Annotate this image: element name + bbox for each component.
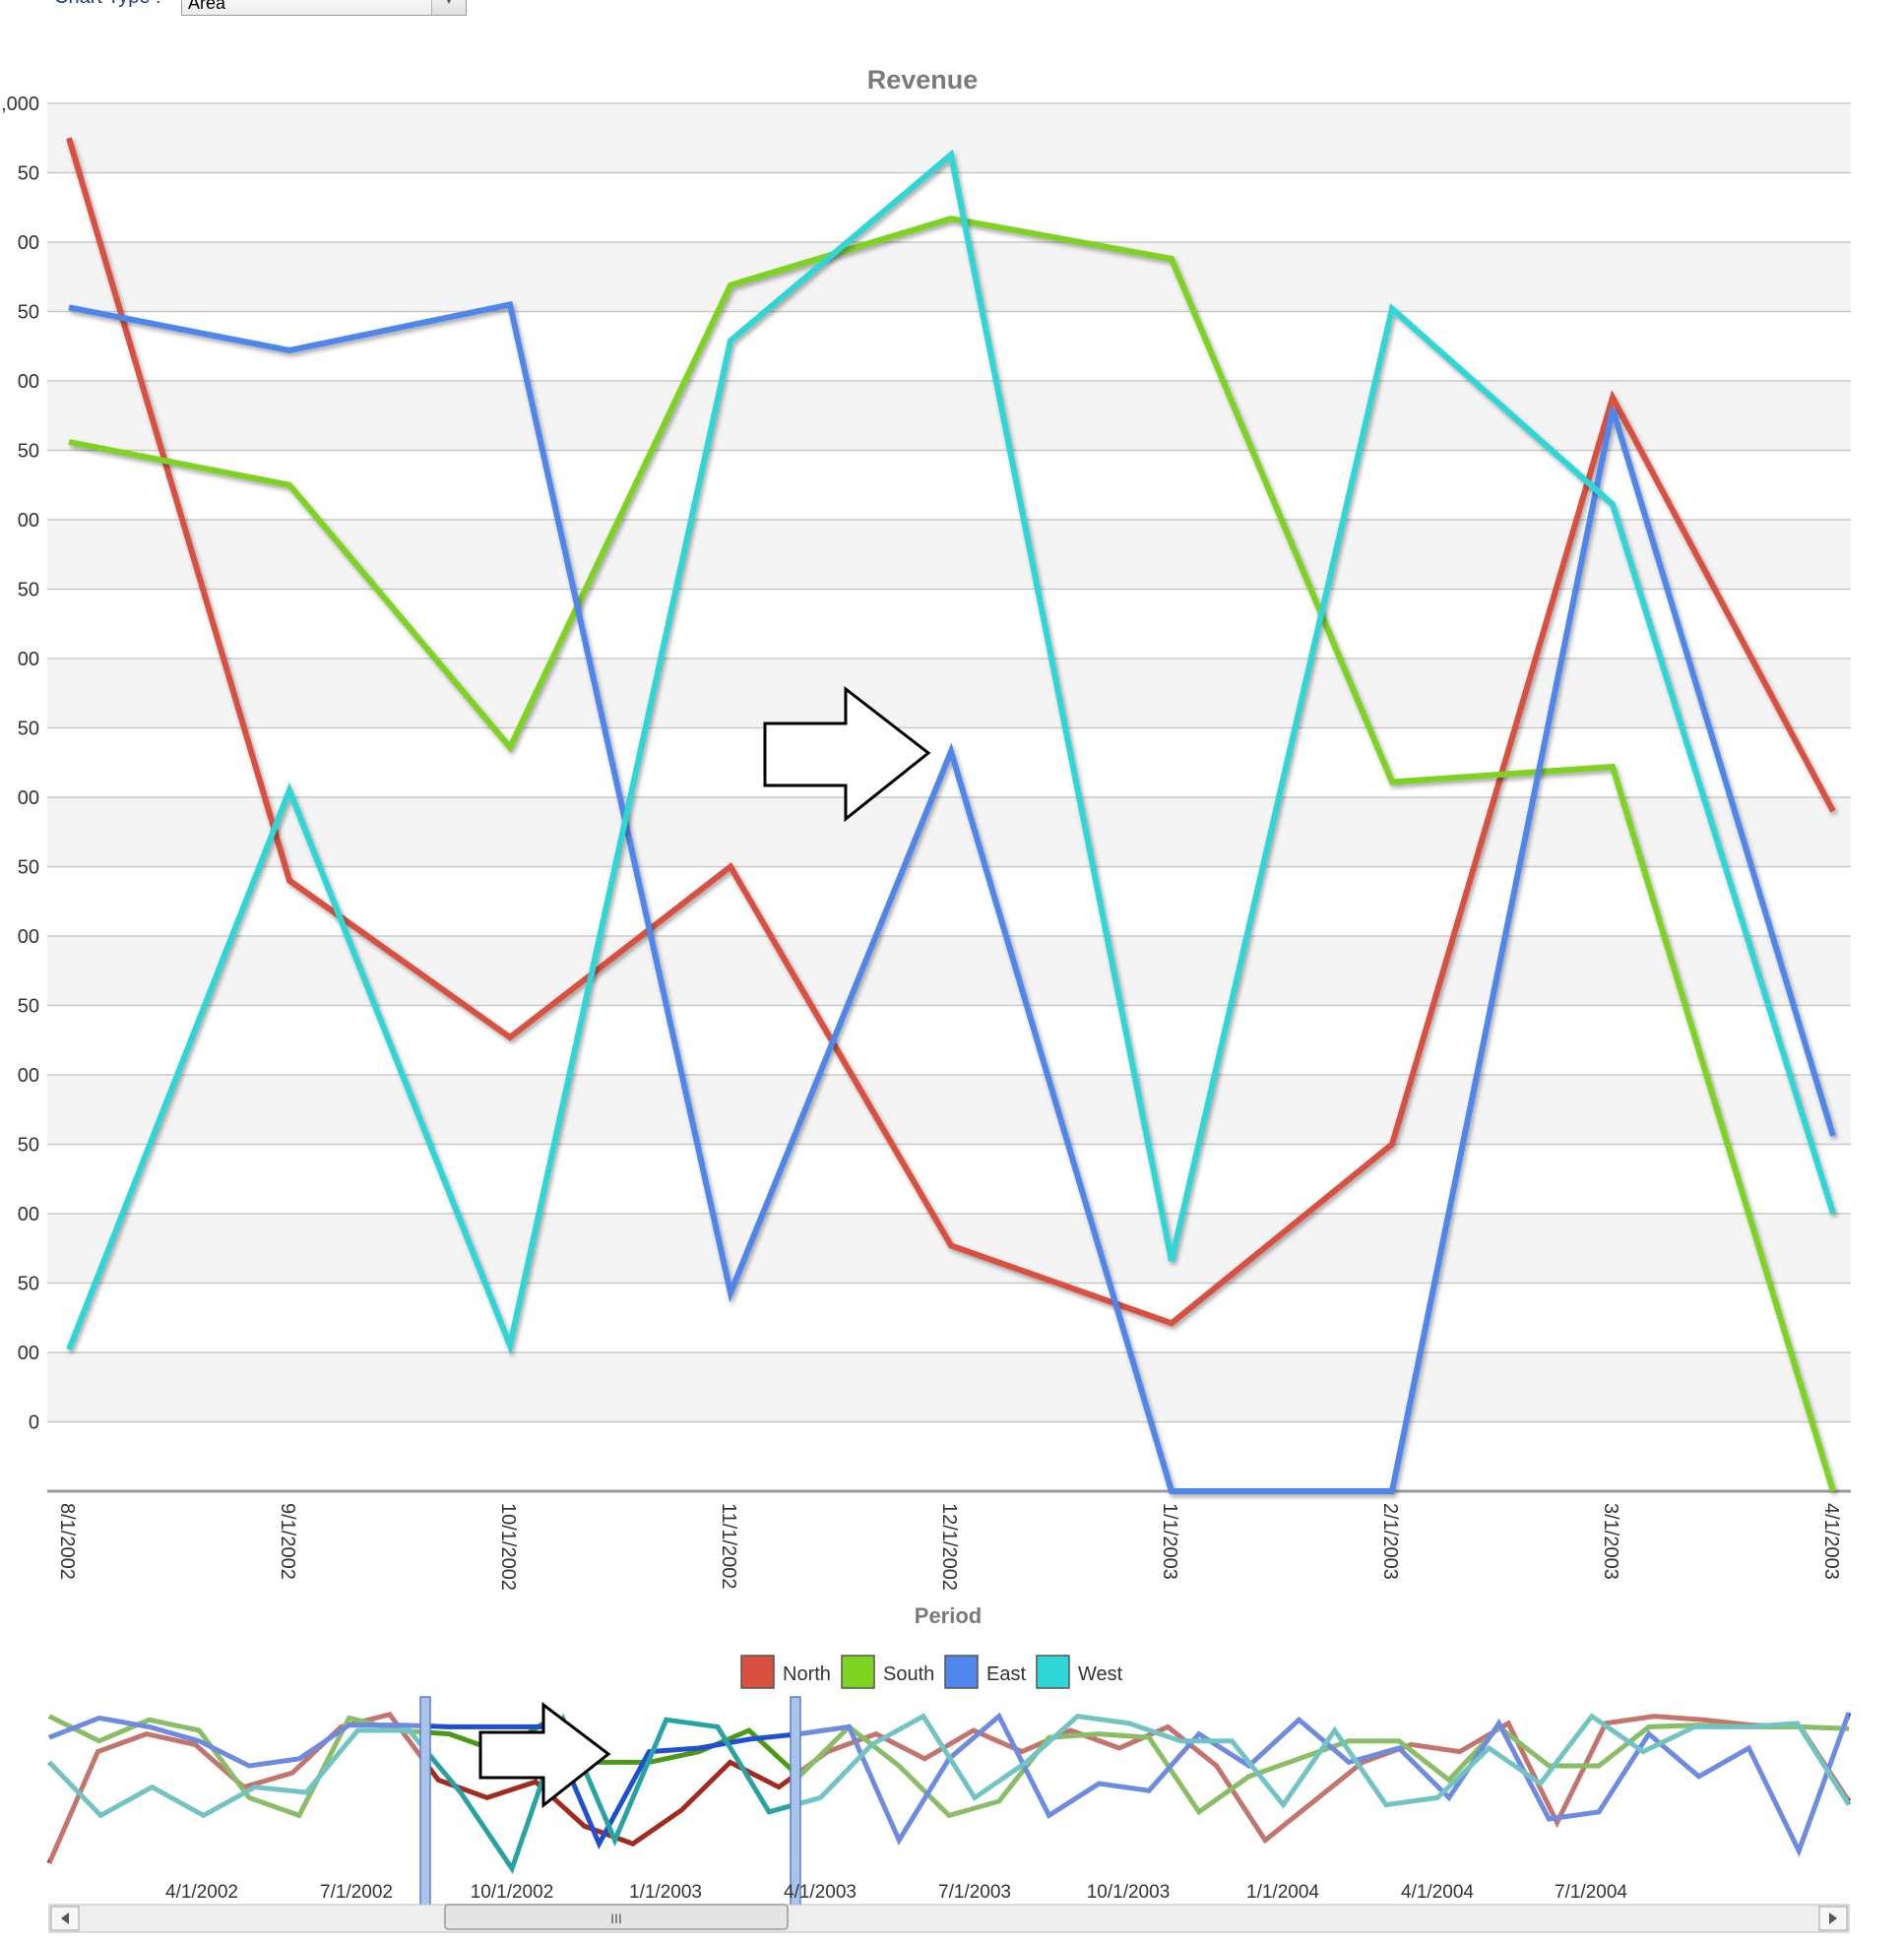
y-tick-label: 50 <box>18 1135 39 1157</box>
legend-label-west: West <box>1078 1663 1123 1685</box>
toolbar: Chart Type : Area ▼ <box>0 0 591 24</box>
range-handle-left[interactable] <box>419 1696 431 1907</box>
scrollbar-thumb[interactable] <box>444 1904 789 1930</box>
legend-swatch-west <box>1036 1655 1070 1689</box>
y-tick-label: 00 <box>18 1343 39 1364</box>
legend: North South East West <box>740 1655 1123 1689</box>
y-tick-label: 50 <box>18 1274 39 1295</box>
x-axis-title: Period <box>915 1603 982 1628</box>
y-tick-label: 50 <box>18 441 39 463</box>
navigator-tick-label: 10/1/2002 <box>471 1882 554 1903</box>
navigator-series-west <box>47 1713 1852 1874</box>
y-tick-label: 00 <box>18 649 39 670</box>
grid-band <box>47 1421 1851 1491</box>
y-tick-label: 50 <box>18 580 39 601</box>
legend-label-east: East <box>986 1663 1026 1685</box>
x-tick-label: 8/1/2002 <box>56 1503 78 1580</box>
navigator-tick-label: 10/1/2003 <box>1087 1882 1171 1903</box>
y-tick-label: 00 <box>18 926 39 948</box>
y-tick-label: 00 <box>18 371 39 393</box>
scrollbar-track[interactable] <box>48 1904 1850 1933</box>
y-tick-label: 50 <box>18 996 39 1018</box>
grid-band <box>47 103 1851 173</box>
y-tick-label: 00 <box>18 232 39 254</box>
chart-type-select[interactable]: Area ▼ <box>181 0 467 16</box>
x-tick-label: 12/1/2002 <box>938 1503 960 1591</box>
grid-band <box>47 1144 1851 1214</box>
scroll-left-icon <box>61 1912 69 1924</box>
y-tick-label: 50 <box>18 857 39 879</box>
grid-band <box>47 1283 1851 1352</box>
main-plot-area <box>47 103 1851 1491</box>
navigator-tick-label: 1/1/2003 <box>629 1882 702 1903</box>
navigator-series-south <box>47 1714 1850 1819</box>
y-tick-label: ,000 <box>1 94 39 115</box>
x-tick-label: 2/1/2003 <box>1379 1503 1401 1580</box>
y-tick-label: 50 <box>18 163 39 185</box>
grid-lines <box>47 102 1851 1493</box>
y-axis-ticks: ,000500050005000500050005000500050005000… <box>1 94 39 1434</box>
range-navigator[interactable]: 4/1/2002 7/1/2002 10/1/2002 1/1/2003 4/1/200… <box>46 1696 1852 1933</box>
legend-label-south: South <box>883 1663 934 1685</box>
grid-band <box>47 172 1851 242</box>
navigator-tick-label: 7/1/2002 <box>320 1882 393 1903</box>
legend-label-north: North <box>783 1663 831 1685</box>
navigator-mask-right <box>795 1701 1849 1902</box>
arrow-annotation-main <box>763 685 931 823</box>
x-tick-label: 11/1/2002 <box>718 1503 739 1590</box>
navigator-tick-label: 7/1/2004 <box>1555 1882 1627 1903</box>
navigator-tick-label: 4/1/2002 <box>165 1882 238 1903</box>
x-tick-label: 10/1/2002 <box>497 1503 519 1591</box>
navigator-tick-label: 4/1/2003 <box>784 1882 857 1903</box>
grid-band <box>47 658 1851 728</box>
arrow-annotation-navigator <box>478 1701 611 1809</box>
grid-band <box>47 797 1851 867</box>
scrollbar-grip-icon: III <box>610 1911 622 1926</box>
x-tick-label: 3/1/2003 <box>1600 1503 1621 1580</box>
navigator-tick-label: 1/1/2004 <box>1246 1882 1319 1903</box>
legend-swatch-south <box>841 1655 875 1689</box>
y-tick-label: 50 <box>18 719 39 740</box>
chart-title: Revenue <box>867 65 979 94</box>
grid-band <box>47 242 1851 312</box>
range-handle-right[interactable] <box>790 1696 801 1907</box>
series-layer <box>66 137 1836 1494</box>
chevron-down-icon[interactable]: ▼ <box>431 0 466 15</box>
navigator-tick-label: 7/1/2003 <box>938 1882 1011 1903</box>
series-line-north <box>66 137 1836 1327</box>
x-tick-label: 4/1/2003 <box>1820 1503 1842 1580</box>
legend-swatch-north <box>740 1655 775 1689</box>
navigator-mask-left <box>49 1701 425 1902</box>
grid-band <box>47 936 1851 1006</box>
series-line-east <box>68 300 1836 1494</box>
series-line-west <box>66 149 1836 1356</box>
y-tick-label: 00 <box>18 1065 39 1087</box>
y-tick-label: 0 <box>29 1412 39 1434</box>
y-tick-label: 50 <box>18 302 39 324</box>
chart-type-label: Chart Type : <box>54 0 161 9</box>
x-tick-label: 9/1/2002 <box>277 1503 298 1580</box>
grid-band <box>47 381 1851 451</box>
grid-band <box>47 311 1851 381</box>
legend-swatch-east <box>944 1655 979 1689</box>
y-tick-label: 00 <box>18 510 39 532</box>
y-tick-label: 00 <box>18 787 39 809</box>
grid-band <box>47 1075 1851 1145</box>
grid-band <box>47 1214 1851 1284</box>
grid-band <box>47 589 1851 658</box>
navigator-tick-label: 4/1/2004 <box>1401 1882 1474 1903</box>
y-tick-label: 00 <box>18 1204 39 1225</box>
grid-band <box>47 1352 1851 1422</box>
grid-band <box>47 450 1851 520</box>
x-axis-ticks: 8/1/2002 9/1/2002 10/1/2002 11/1/2002 12/1/2… <box>56 1503 1842 1591</box>
chart-type-value: Area <box>188 0 226 13</box>
scroll-right-icon <box>1829 1912 1837 1924</box>
grid-band <box>47 1005 1851 1075</box>
x-tick-label: 1/1/2003 <box>1159 1503 1180 1580</box>
